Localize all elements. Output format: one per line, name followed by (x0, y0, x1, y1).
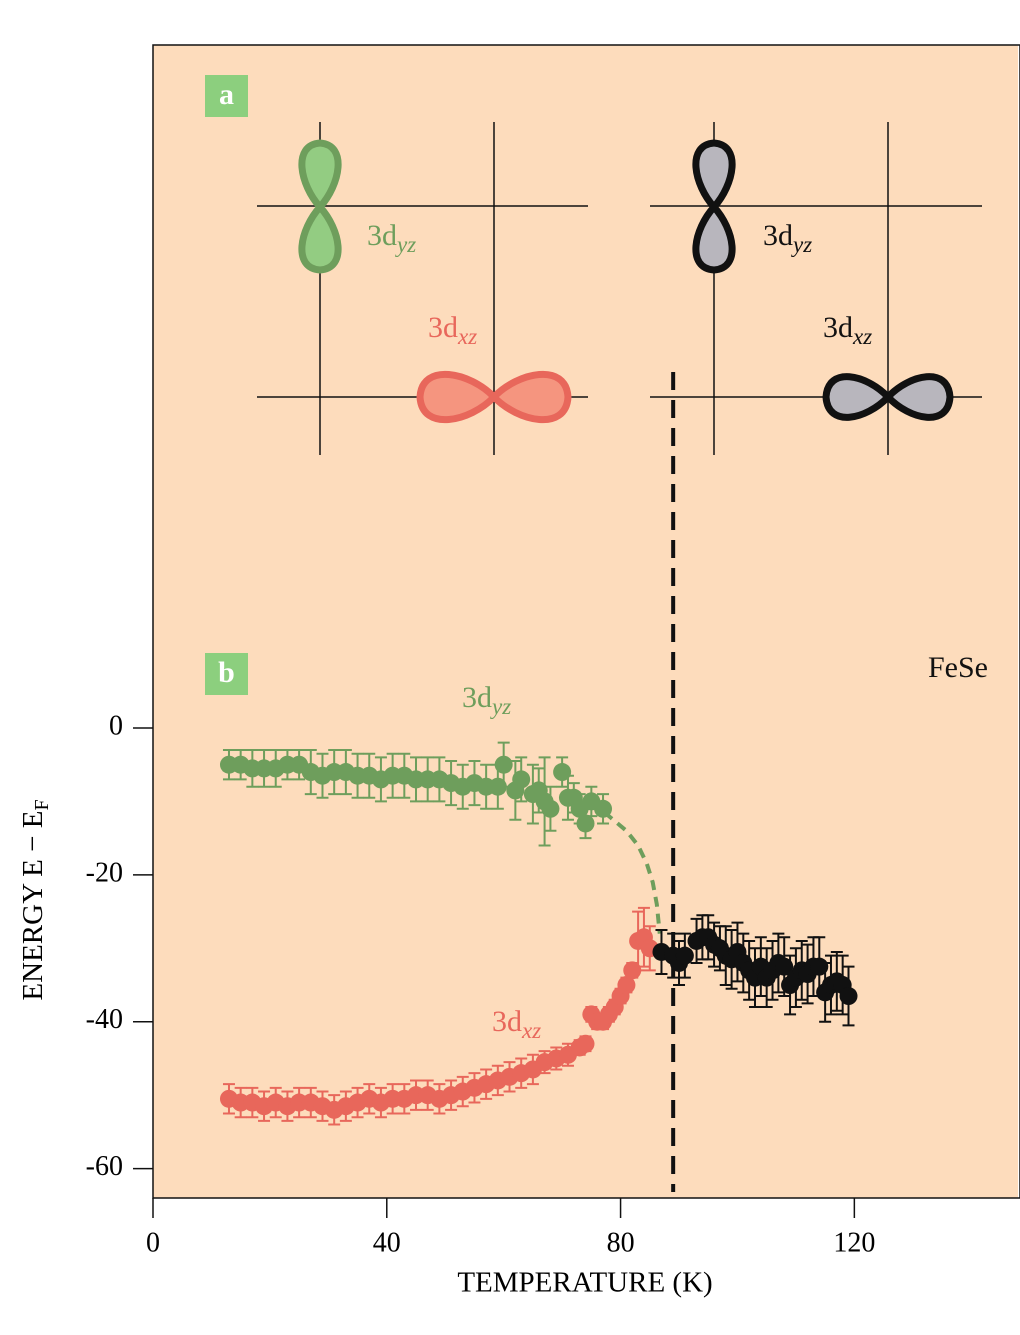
annotation-sub: yz (395, 232, 416, 257)
annotation: 3dxz (428, 311, 477, 349)
data-point (494, 755, 513, 774)
annotation-main: 3d (823, 311, 853, 344)
annotation-sub: yz (791, 232, 812, 257)
annotation-main: 3d (367, 219, 397, 252)
data-point (675, 946, 694, 965)
data-point (617, 976, 636, 995)
data-point (839, 987, 858, 1006)
x-tick-label: 40 (373, 1227, 401, 1258)
annotation: 3dxz (492, 1005, 541, 1043)
annotation-sub: xz (457, 324, 477, 349)
x-tick-label: 80 (607, 1227, 635, 1258)
x-axis-title: TEMPERATURE (K) (457, 1267, 712, 1299)
chart-layer: 0 -20 -40 -60 0 40 80 120 TEMPERATURE (K) ENERGY … (17, 44, 1020, 1299)
data-point (488, 777, 507, 796)
annotation: FeSe (928, 651, 988, 684)
annotation-sub: xz (852, 324, 872, 349)
y-axis-title: ENERGY E − EF (17, 799, 53, 1000)
annotation: 3dxz (823, 311, 872, 349)
y-tick-label: -20 (86, 857, 123, 888)
panel-label: a (219, 78, 234, 111)
annotation-sub: xz (521, 1018, 541, 1043)
data-point (576, 814, 595, 833)
y-tick-label: -60 (86, 1151, 123, 1182)
annotation-main: FeSe (928, 651, 988, 684)
data-point (553, 763, 572, 782)
annotation-main: 3d (428, 311, 458, 344)
panel-label-box (205, 653, 248, 695)
data-point (541, 799, 560, 818)
fit-curve (590, 799, 662, 934)
y-axis-title-main: ENERGY E − E (17, 811, 49, 1001)
x-tick-label: 120 (833, 1227, 875, 1258)
y-axis-title-sub: F (31, 799, 53, 810)
annotation: 3dyz (763, 219, 812, 257)
y-tick-label: 0 (109, 710, 123, 741)
orbital-xz (416, 370, 572, 424)
panel-label: b (218, 656, 235, 689)
data-point (623, 961, 642, 980)
orbital-xz (822, 373, 954, 421)
y-tick-label: -40 (86, 1004, 123, 1035)
orbital-yz (298, 139, 342, 274)
orbital-yz (692, 139, 736, 274)
x-tick-label: 0 (146, 1227, 160, 1258)
annotation-main: 3d (492, 1005, 522, 1038)
data-point (576, 1034, 595, 1053)
annotation-main: 3d (462, 681, 492, 714)
data-point (594, 799, 613, 818)
annotation-main: 3d (763, 219, 793, 252)
data-point (775, 957, 794, 976)
annotation: 3dyz (367, 219, 416, 257)
data-point (512, 770, 531, 789)
panel-label-box (205, 75, 248, 117)
annotation-sub: yz (490, 694, 511, 719)
data-point (810, 957, 829, 976)
plot-area (153, 45, 1018, 1198)
orbital-diagrams (257, 122, 982, 455)
plot-frame (152, 44, 1020, 1199)
annotation: 3dyz (462, 681, 511, 719)
